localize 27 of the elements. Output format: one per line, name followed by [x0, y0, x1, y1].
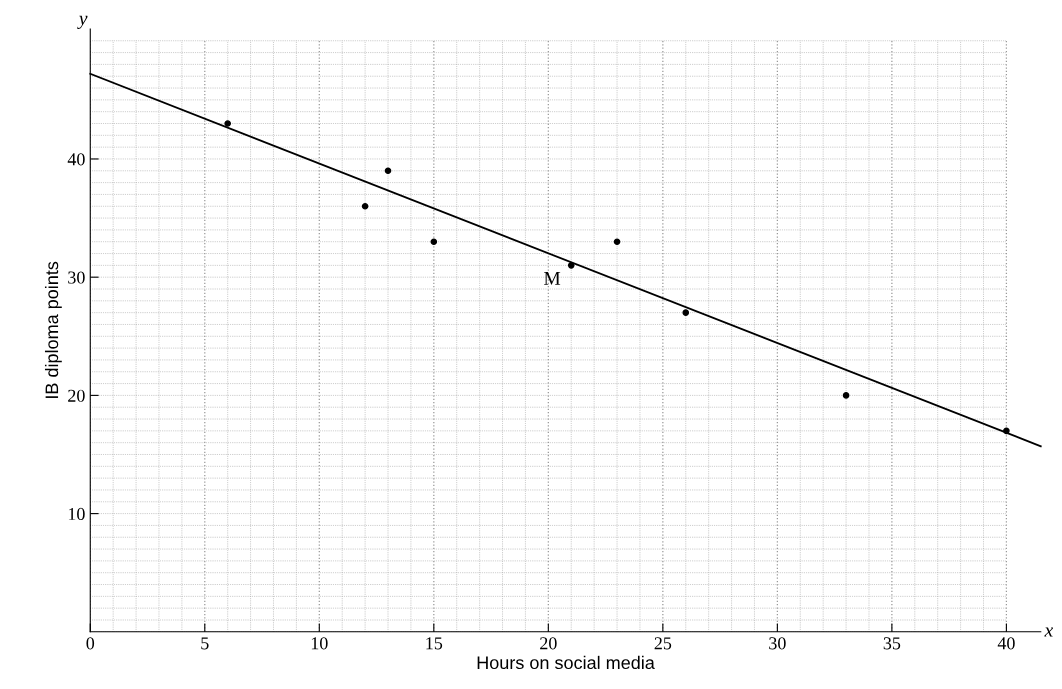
point	[567, 262, 575, 269]
x-tick-label: 35	[883, 637, 901, 650]
point	[842, 392, 850, 399]
x-tick-label: 5	[201, 637, 209, 650]
x-tick-label: 0	[86, 637, 95, 650]
y-tick-label: 20	[68, 389, 85, 402]
y-tick-label: 40	[67, 153, 85, 166]
point	[613, 238, 621, 246]
x-tick-label: 20	[540, 637, 557, 650]
text: y	[77, 15, 88, 29]
x-tick-label: 10	[311, 637, 328, 650]
point	[1003, 427, 1010, 435]
point	[224, 120, 231, 127]
y-tick-label: 10	[68, 507, 85, 521]
x-axis-title: Hours on social media	[477, 655, 655, 670]
annotation: M	[544, 272, 561, 285]
y-tick-label: 30	[68, 271, 85, 284]
point	[430, 238, 438, 246]
point	[361, 202, 369, 210]
y-axis-title: IB diploma points	[44, 261, 62, 398]
x-tick-label: 30	[769, 637, 786, 650]
x-tick-label: 40	[997, 637, 1015, 650]
x-tick-label: 25	[654, 637, 672, 650]
point	[384, 167, 392, 175]
text: x	[1044, 627, 1054, 637]
point	[682, 309, 690, 316]
x-tick-label: 15	[426, 637, 443, 650]
